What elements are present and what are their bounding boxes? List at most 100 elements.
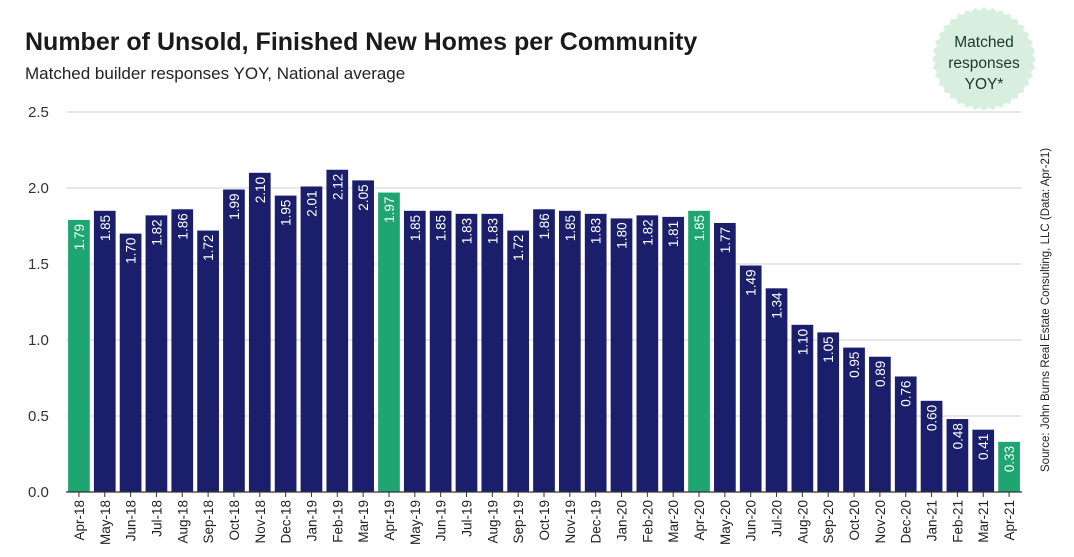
data-label: 1.77 xyxy=(718,227,733,253)
x-tick-label: Feb-20 xyxy=(640,500,655,543)
x-tick-label: Apr-21 xyxy=(1002,500,1017,541)
data-label: 1.82 xyxy=(640,219,655,245)
bar xyxy=(145,215,168,493)
data-label: 1.86 xyxy=(175,213,190,239)
data-label: 0.33 xyxy=(1002,446,1017,472)
bar xyxy=(403,210,426,493)
x-tick-label: Dec-19 xyxy=(589,500,604,544)
badge-scalloped-seal xyxy=(932,7,1036,111)
data-label: 1.85 xyxy=(98,215,113,241)
bar xyxy=(894,376,917,492)
data-label: 1.05 xyxy=(821,336,836,362)
x-tick-label: Jan-20 xyxy=(615,500,630,541)
x-tick-label: Dec-18 xyxy=(279,500,294,544)
bar xyxy=(817,332,840,492)
bar xyxy=(869,356,891,492)
data-label: 2.12 xyxy=(330,174,345,200)
data-label: 1.10 xyxy=(795,329,810,355)
badge-text: Matched responses YOY* xyxy=(931,32,1037,95)
bar xyxy=(119,233,142,492)
bar xyxy=(197,230,219,492)
x-tick-label: Sep-19 xyxy=(511,500,526,544)
bar xyxy=(223,189,245,492)
x-tick-label: Oct-19 xyxy=(537,500,552,541)
bar xyxy=(68,219,90,493)
data-label: 1.72 xyxy=(201,235,216,261)
y-tick-label: 0.0 xyxy=(28,484,49,501)
data-label: 1.85 xyxy=(408,215,423,241)
badge-line: responses xyxy=(948,55,1020,72)
data-label: 1.85 xyxy=(692,215,707,241)
bar xyxy=(558,210,581,493)
x-tick-label: Aug-20 xyxy=(795,500,810,544)
data-label: 1.70 xyxy=(124,238,139,264)
badge-line: YOY* xyxy=(964,76,1004,93)
badge-line: Matched xyxy=(954,34,1014,51)
x-tick-label: May-18 xyxy=(98,500,113,545)
bar xyxy=(507,230,530,492)
data-label: 0.95 xyxy=(847,352,862,378)
bar xyxy=(352,180,374,492)
x-tick-label: Jun-20 xyxy=(744,500,759,541)
bar xyxy=(326,169,349,492)
bar xyxy=(610,218,633,492)
x-tick-label: Jun-19 xyxy=(434,500,449,541)
data-label: 0.76 xyxy=(899,380,914,406)
bar xyxy=(714,222,736,492)
x-tick-label: Nov-18 xyxy=(253,500,268,544)
data-label: 1.83 xyxy=(589,218,604,244)
data-label: 1.97 xyxy=(382,197,397,223)
data-label: 1.80 xyxy=(615,222,630,248)
data-label: 1.95 xyxy=(279,200,294,226)
bar xyxy=(843,347,865,492)
data-label: 1.34 xyxy=(770,292,785,319)
x-tick-label: Apr-18 xyxy=(72,500,87,541)
data-label: 2.05 xyxy=(356,184,371,210)
data-label: 0.60 xyxy=(925,405,940,431)
x-tick-label: Dec-20 xyxy=(899,500,914,544)
data-label: 2.01 xyxy=(304,190,319,216)
x-tick-label: Feb-19 xyxy=(330,500,345,543)
bar xyxy=(791,324,814,492)
x-tick-label: Feb-21 xyxy=(950,500,965,543)
bar xyxy=(533,209,555,492)
bar xyxy=(429,210,452,493)
x-tick-label: Aug-18 xyxy=(175,500,190,544)
x-tick-label: Apr-20 xyxy=(692,500,707,541)
bar xyxy=(972,429,995,492)
y-tick-label: 1.0 xyxy=(28,332,49,349)
x-tick-label: Sep-18 xyxy=(201,500,216,544)
x-tick-label: Apr-19 xyxy=(382,500,397,541)
data-label: 0.41 xyxy=(976,434,991,460)
y-tick-label: 2.0 xyxy=(28,180,49,197)
data-label: 1.82 xyxy=(149,219,164,245)
data-label: 1.83 xyxy=(459,218,474,244)
data-label: 1.99 xyxy=(227,194,242,220)
chart-subtitle: Matched builder responses YOY, National … xyxy=(25,64,406,83)
x-tick-label: Jul-20 xyxy=(770,500,785,537)
data-label: 1.81 xyxy=(666,221,681,247)
data-label: 1.83 xyxy=(485,218,500,244)
data-label: 1.86 xyxy=(537,213,552,239)
x-tick-label: Mar-21 xyxy=(976,500,991,543)
bar xyxy=(636,215,659,493)
y-tick-label: 0.5 xyxy=(28,408,49,425)
bar xyxy=(765,288,788,492)
bar xyxy=(998,441,1020,492)
bar xyxy=(455,213,478,492)
bar xyxy=(171,209,194,492)
x-tick-label: Nov-19 xyxy=(563,500,578,544)
data-label: 0.89 xyxy=(873,361,888,387)
x-tick-label: Jun-18 xyxy=(124,500,139,541)
x-tick-label: Nov-20 xyxy=(873,500,888,544)
x-tick-label: Jan-21 xyxy=(925,500,940,541)
x-tick-label: Sep-20 xyxy=(821,500,836,544)
bar xyxy=(584,213,607,492)
data-label: 1.72 xyxy=(511,235,526,261)
y-tick-label: 2.5 xyxy=(28,104,49,121)
bar xyxy=(274,195,297,492)
data-label: 0.48 xyxy=(950,423,965,449)
x-tick-label: Aug-19 xyxy=(485,500,500,544)
bar xyxy=(946,419,969,492)
